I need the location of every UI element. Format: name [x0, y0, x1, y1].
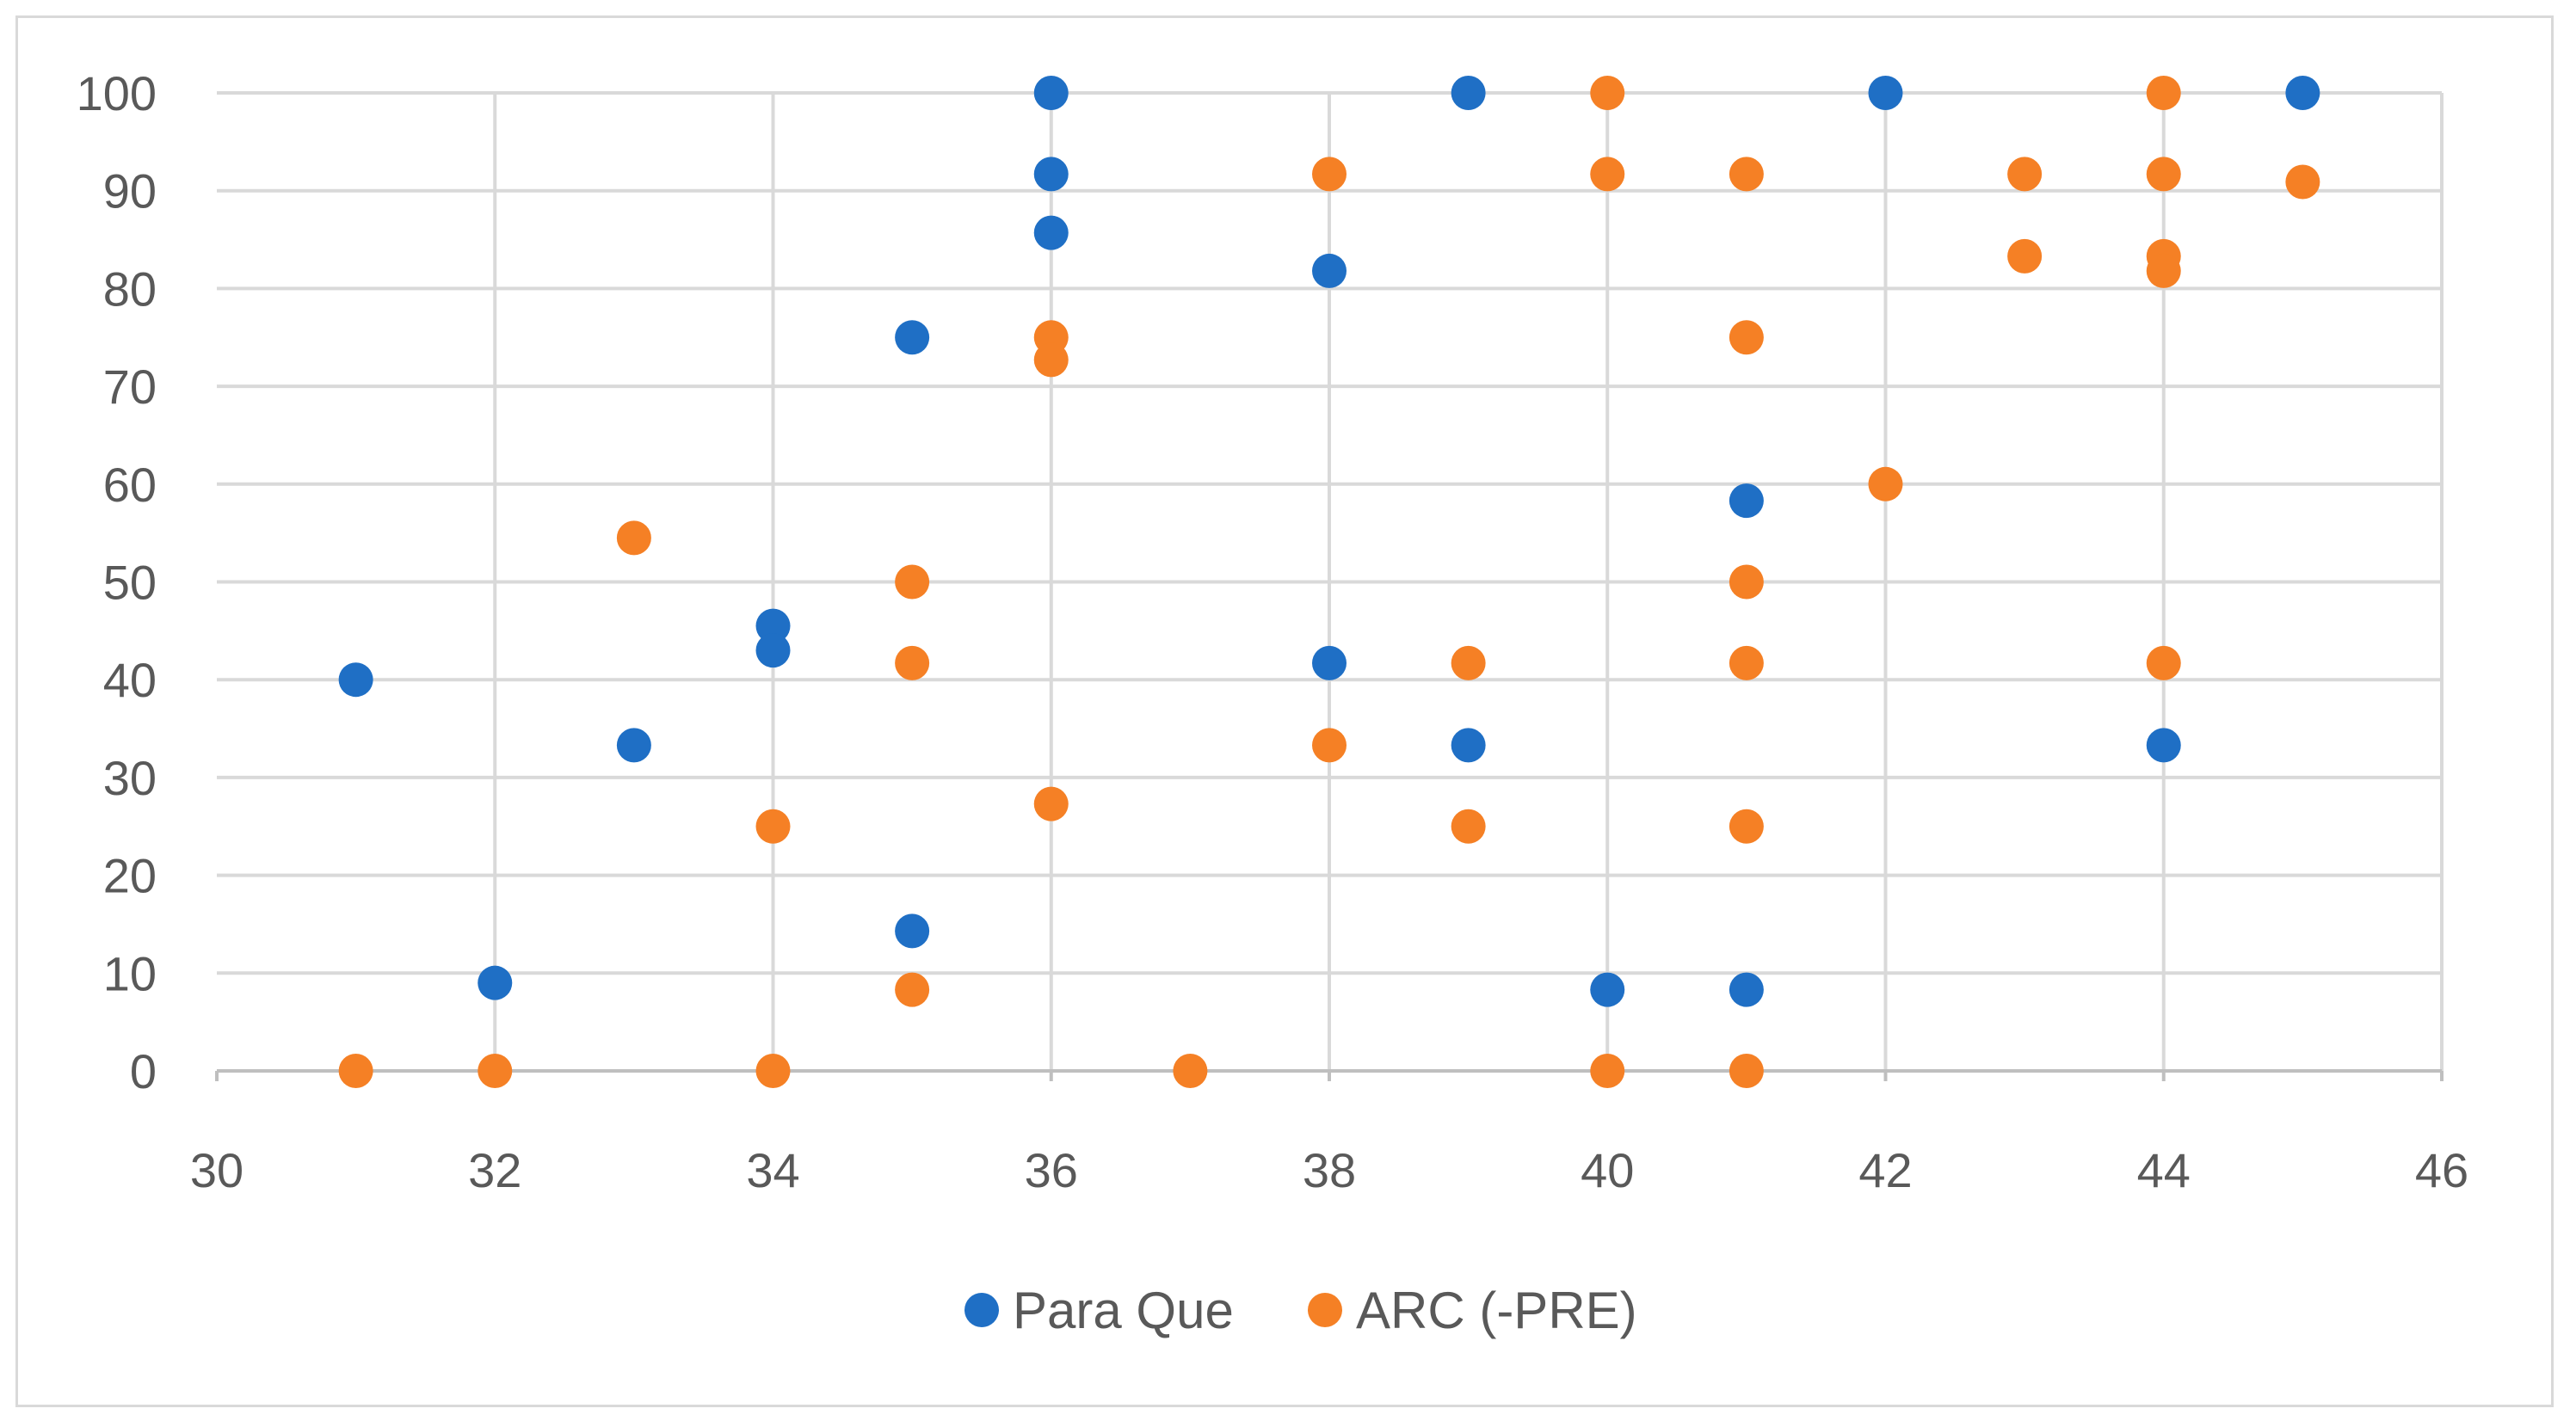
y-tick-label: 80 — [103, 261, 157, 316]
y-tick-label: 90 — [103, 164, 157, 218]
data-point — [755, 1054, 791, 1088]
legend-label-arc-pre: ARC (-PRE) — [1356, 1282, 1637, 1339]
data-point — [2146, 157, 2181, 192]
data-point — [2146, 253, 2181, 288]
data-point — [1451, 645, 1486, 680]
x-tick-label: 36 — [1025, 1143, 1078, 1197]
data-point — [1729, 564, 1764, 600]
y-tick-label: 20 — [103, 849, 157, 903]
legend: Para Que ARC (-PRE) — [964, 1282, 1637, 1339]
data-point — [1312, 645, 1347, 680]
data-point — [1173, 1054, 1208, 1088]
data-point — [755, 809, 791, 844]
data-point — [2285, 76, 2320, 110]
x-tick-label: 32 — [468, 1143, 521, 1197]
legend-label-para-que: Para Que — [1013, 1282, 1234, 1339]
data-point — [1590, 76, 1625, 110]
data-point — [2146, 76, 2181, 110]
data-point — [1033, 342, 1069, 378]
data-point — [1729, 645, 1764, 680]
x-tick-label: 38 — [1303, 1143, 1356, 1197]
data-point — [2007, 238, 2043, 274]
data-point — [2007, 157, 2043, 192]
x-tick-label: 42 — [1858, 1143, 1912, 1197]
data-point — [1729, 1054, 1764, 1088]
grid-lines — [217, 91, 2444, 1071]
data-point — [478, 965, 513, 1000]
data-point — [2146, 728, 2181, 763]
data-point — [2285, 164, 2320, 200]
data-point — [338, 1054, 373, 1088]
y-tick-label: 0 — [130, 1044, 157, 1098]
data-point — [895, 913, 930, 949]
x-tick-label: 34 — [746, 1143, 799, 1197]
data-point — [1729, 483, 1764, 519]
data-point — [1868, 466, 1903, 501]
data-point — [895, 972, 930, 1007]
legend-marker-arc-pre — [1308, 1293, 1342, 1327]
data-point — [2146, 645, 2181, 680]
data-point — [338, 662, 373, 698]
data-point — [1312, 253, 1347, 288]
data-point — [1729, 972, 1764, 1007]
y-tick-label: 10 — [103, 946, 157, 1000]
x-tick-label: 46 — [2415, 1143, 2468, 1197]
data-point — [1868, 76, 1903, 110]
data-series — [338, 76, 2320, 1088]
data-point — [1451, 76, 1486, 110]
data-point — [1312, 157, 1347, 192]
y-tick-label: 60 — [103, 458, 157, 512]
data-point — [1590, 972, 1625, 1007]
series-para-que — [338, 76, 2320, 1007]
data-point — [895, 645, 930, 680]
x-tick-label: 40 — [1581, 1143, 1634, 1197]
x-axis-tick-labels: 30 32 34 36 38 40 42 44 46 — [190, 1143, 2468, 1197]
data-point — [478, 1054, 513, 1088]
y-tick-label: 40 — [103, 653, 157, 707]
y-tick-label: 100 — [77, 66, 157, 120]
data-point — [1590, 157, 1625, 192]
data-point — [1033, 157, 1069, 192]
series-arc-pre — [338, 76, 2320, 1088]
x-tick-label: 30 — [190, 1143, 243, 1197]
data-point — [1312, 728, 1347, 763]
data-point — [616, 728, 651, 763]
data-point — [755, 608, 791, 643]
data-point — [1729, 320, 1764, 355]
data-point — [1590, 1054, 1625, 1088]
y-tick-label: 70 — [103, 360, 157, 414]
data-point — [1729, 157, 1764, 192]
y-tick-label: 50 — [103, 556, 157, 610]
x-tick-label: 44 — [2137, 1143, 2191, 1197]
data-point — [895, 320, 930, 355]
data-point — [1451, 809, 1486, 844]
data-point — [1033, 786, 1069, 821]
data-point — [1033, 76, 1069, 110]
data-point — [1451, 728, 1486, 763]
data-point — [1729, 809, 1764, 844]
legend-marker-para-que — [964, 1293, 999, 1327]
data-point — [755, 633, 791, 668]
axes — [215, 1069, 2444, 1081]
data-point — [1033, 215, 1069, 250]
y-axis-tick-labels: 0 10 20 30 40 50 60 70 80 90 100 — [77, 66, 157, 1098]
y-tick-label: 30 — [103, 751, 157, 805]
data-point — [895, 564, 930, 600]
chart-area — [15, 15, 2554, 1407]
data-point — [616, 520, 651, 556]
